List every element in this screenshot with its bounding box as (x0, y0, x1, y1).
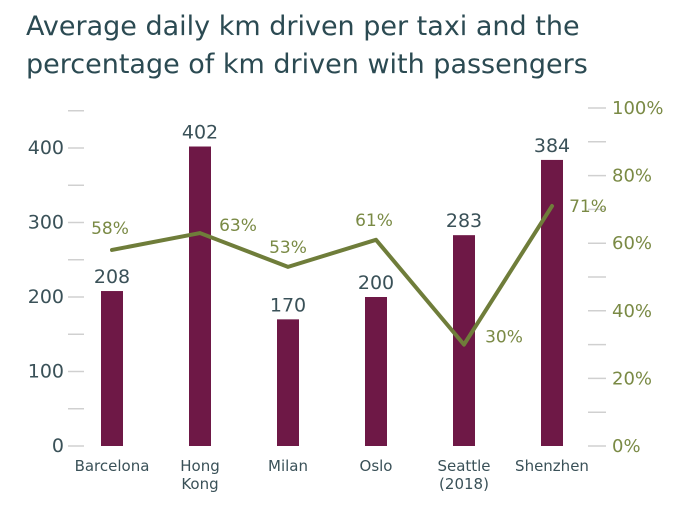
right-axis-tick-label: 40% (612, 301, 652, 322)
category-label: (2018) (439, 475, 489, 493)
bar-4 (453, 235, 475, 446)
bar-value-label: 402 (182, 122, 218, 144)
bar-value-label: 384 (534, 135, 570, 157)
left-axis-tick-label: 0 (52, 435, 64, 457)
line-value-label: 53% (269, 238, 307, 258)
left-axis-tick-label: 300 (28, 212, 64, 234)
chart-title: Average daily km driven per taxi and the… (26, 11, 588, 80)
right-axis-tick-label: 0% (612, 436, 641, 457)
bar-value-label: 208 (94, 266, 130, 288)
category-label: Barcelona (75, 457, 150, 475)
category-label: Hong (180, 457, 220, 475)
bar-value-label: 200 (358, 272, 394, 294)
category-label: Seattle (437, 457, 490, 475)
bar-2 (277, 319, 299, 446)
line-value-label: 30% (485, 328, 523, 348)
line-series (110, 204, 554, 347)
category-label: Oslo (360, 457, 393, 475)
right-axis-tick-label: 100% (612, 98, 663, 119)
left-axis-tick-label: 400 (28, 137, 64, 159)
line-value-label: 71% (569, 197, 607, 217)
line-value-label: 63% (219, 216, 257, 236)
right-axis-tick-label: 60% (612, 233, 652, 254)
bar-1 (189, 146, 211, 446)
left-axis-tick-label: 100 (28, 361, 64, 383)
category-label: Milan (268, 457, 308, 475)
bar-3 (365, 297, 387, 446)
right-axis-tick-label: 80% (612, 166, 652, 187)
left-axis-tick-label: 200 (28, 286, 64, 308)
line-value-label: 58% (91, 219, 129, 239)
category-label: Shenzhen (515, 457, 589, 475)
bar-value-label: 283 (446, 210, 482, 232)
category-label: Kong (181, 475, 218, 493)
bar-0 (101, 291, 123, 446)
bar-5 (541, 159, 563, 447)
right-axis-tick-label: 20% (612, 368, 652, 389)
bar-value-label: 170 (270, 294, 306, 316)
line-value-label: 61% (355, 211, 393, 231)
